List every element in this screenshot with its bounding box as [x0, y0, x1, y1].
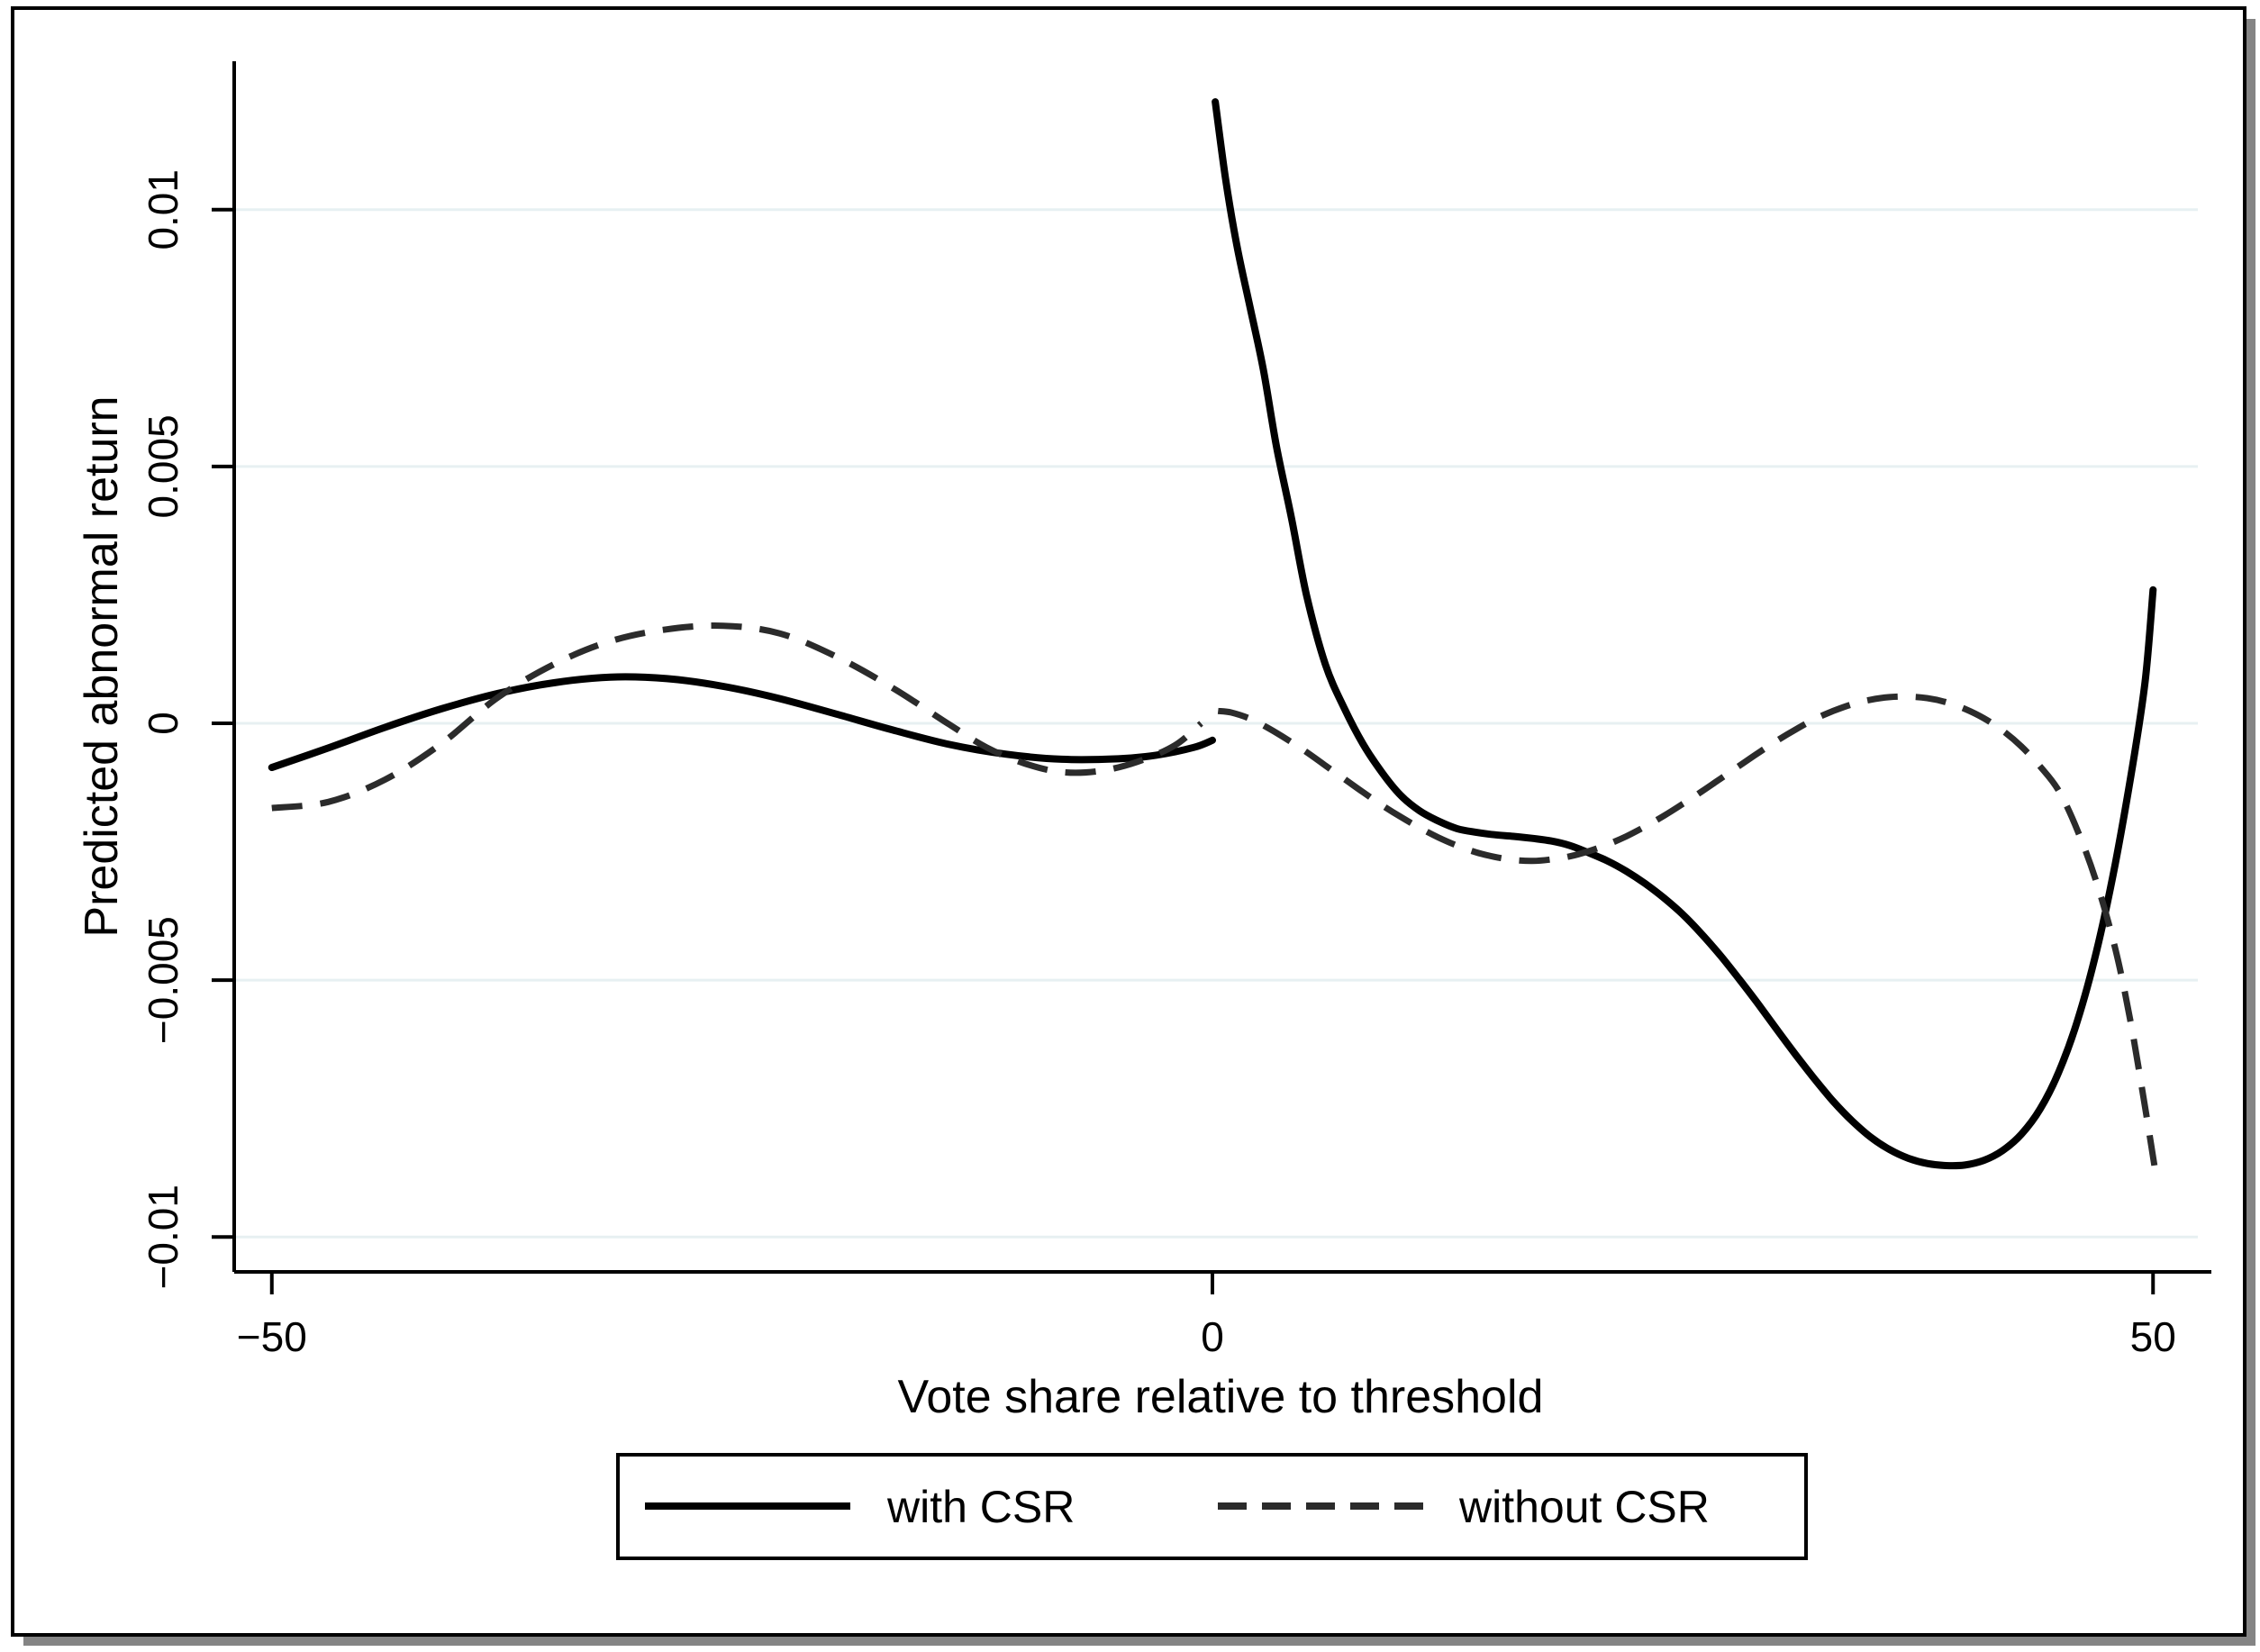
y-tick-label: −0.01: [140, 1185, 186, 1289]
y-tick-label: 0: [140, 712, 186, 735]
series-line-with-csr: [268, 673, 1216, 772]
series-curves: [268, 98, 2160, 1182]
series-line-without-csr: [271, 622, 1203, 812]
x-tick-label: 50: [2130, 1313, 2176, 1360]
y-tick-label: −0.005: [140, 916, 186, 1044]
legend-label-with-csr: with CSR: [886, 1482, 1075, 1532]
figure-border: [11, 6, 2246, 1637]
series-line-with-csr: [1212, 98, 2157, 1170]
tick-labels: 0.01 0.005 0 −0.005 −0.01 −50 0 50: [140, 169, 2176, 1360]
x-tick-label: 0: [1201, 1313, 1224, 1360]
y-tick-label: 0.01: [140, 169, 186, 250]
axes: [212, 61, 2211, 1294]
legend: with CSR without CSR: [616, 1453, 1808, 1560]
legend-label-without-csr: without CSR: [1458, 1482, 1710, 1532]
series-line-without-csr: [1217, 693, 2160, 1182]
y-tick-label: 0.005: [140, 414, 186, 518]
x-axis-title: Vote share relative to threshold: [898, 1371, 1544, 1423]
x-tick-label: −50: [237, 1313, 307, 1360]
gridlines: [236, 208, 2198, 1239]
y-axis-title: Predicted abnormal return: [76, 395, 128, 937]
